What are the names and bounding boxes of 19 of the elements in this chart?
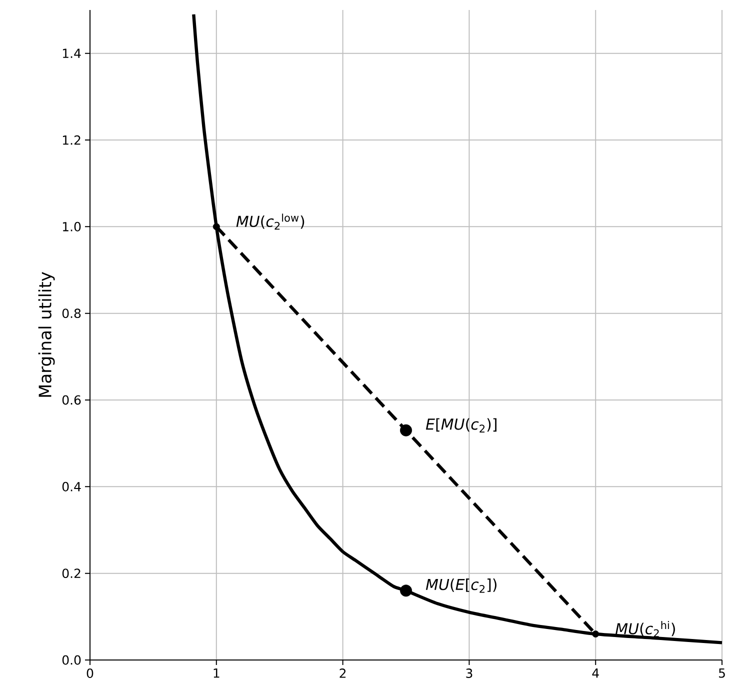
- annotation: MU(E[c$_{2}$]): [426, 578, 496, 593]
- x-tick-label: 3: [466, 668, 472, 678]
- annotation: E[MU(c$_{2}$)]: [426, 418, 496, 432]
- x-tick-label: 5: [719, 668, 725, 678]
- x-tick-label: 1: [214, 668, 220, 678]
- x-tick-label: 0: [86, 668, 94, 678]
- y-tick-label: 0.2: [62, 568, 80, 578]
- y-tick-label: 0.0: [62, 655, 81, 665]
- x-tick-label: 4: [592, 668, 599, 678]
- y-tick-label: 1.4: [62, 48, 81, 58]
- y-axis-title: Marginal utility: [38, 272, 55, 397]
- y-tick-label: 0.4: [62, 482, 81, 492]
- y-tick-label: 0.8: [62, 308, 81, 318]
- annotation: MU(c$_{2}$$^{low}$): [236, 214, 304, 230]
- annotation: MU(c$_{2}$$^{hi}$): [616, 620, 675, 638]
- y-tick-label: 1.0: [62, 222, 81, 232]
- x-tick-label: 2: [340, 668, 346, 678]
- y-tick-label: 1.2: [62, 135, 80, 145]
- y-tick-label: 0.6: [62, 395, 81, 405]
